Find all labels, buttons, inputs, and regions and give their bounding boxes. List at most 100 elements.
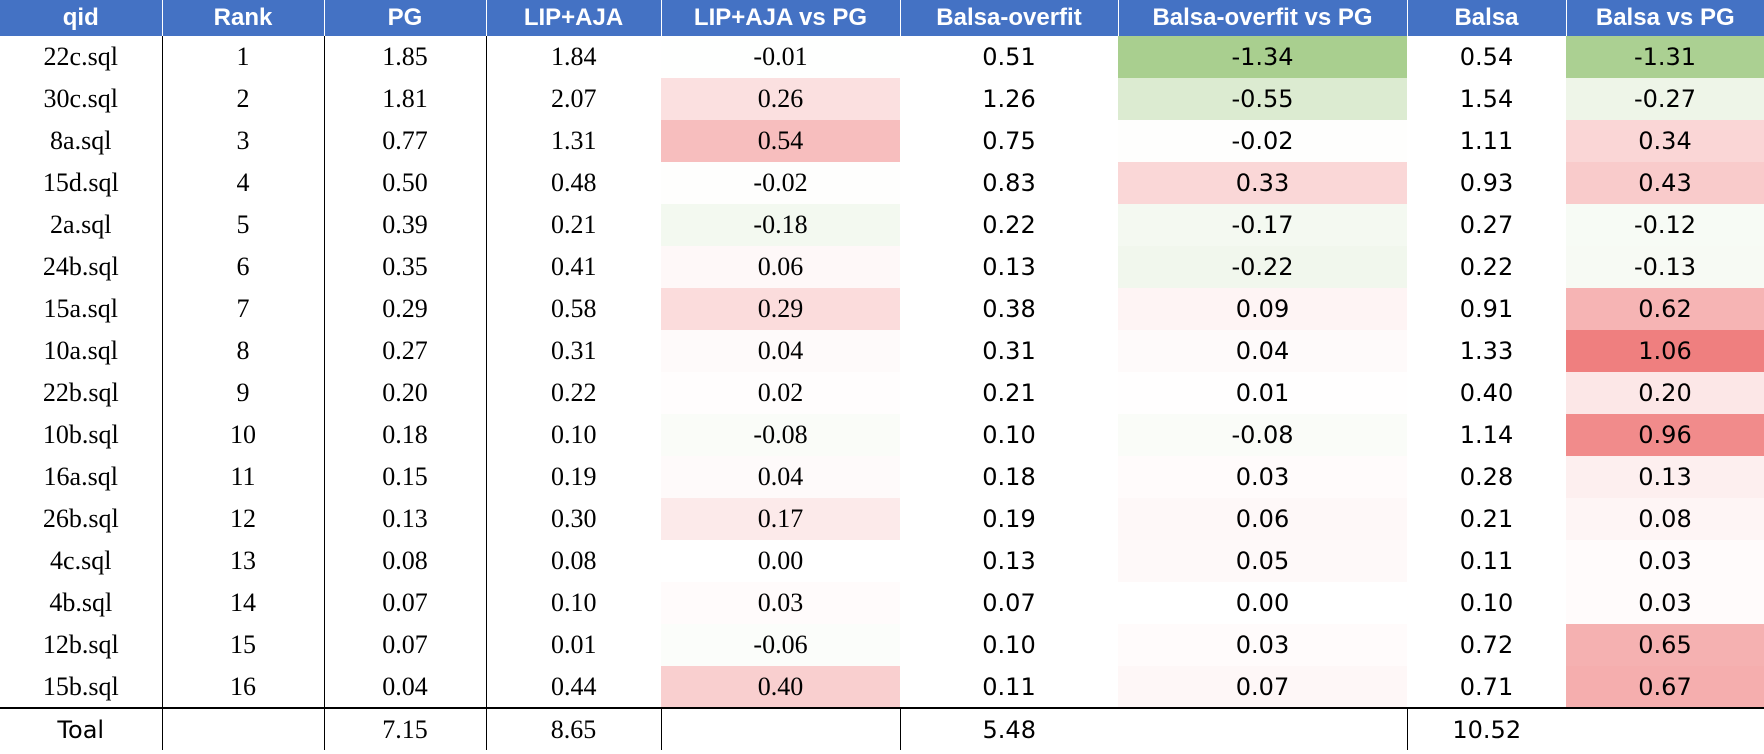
- qid-cell[interactable]: 16a.sql: [43, 462, 118, 491]
- lip-aja-vs-pg-cell[interactable]: 0.04: [661, 330, 900, 372]
- rank-cell[interactable]: 4: [161, 162, 324, 204]
- balsa-overfit-vs-pg-cell[interactable]: 0.05: [1118, 540, 1407, 582]
- lip-aja-cell[interactable]: 0.41: [485, 246, 661, 288]
- balsa-overfit-vs-pg-cell[interactable]: -0.02: [1118, 120, 1407, 162]
- rank-cell[interactable]: 5: [161, 204, 324, 246]
- balsa-overfit-cell[interactable]: 0.10: [982, 421, 1036, 449]
- col-header-balsa[interactable]: Balsa: [1406, 0, 1566, 36]
- total-balsa-overfit-cell[interactable]: 5.48: [899, 707, 1118, 750]
- balsa-cell[interactable]: 0.21: [1459, 505, 1514, 533]
- balsa-cell[interactable]: 0.11: [1459, 547, 1514, 575]
- rank-cell[interactable]: 6: [161, 246, 324, 288]
- balsa-cell[interactable]: 0.71: [1459, 672, 1514, 701]
- total-lip-aja-cell[interactable]: 8.65: [485, 707, 661, 750]
- qid-cell[interactable]: 12b.sql: [42, 630, 119, 659]
- qid-cell[interactable]: 2a.sql: [50, 210, 112, 239]
- balsa-vs-pg-cell[interactable]: 0.96: [1566, 414, 1764, 456]
- pg-cell[interactable]: 1.85: [323, 36, 486, 78]
- balsa-overfit-cell[interactable]: 0.19: [982, 505, 1036, 533]
- balsa-overfit-vs-pg-cell[interactable]: 0.04: [1118, 330, 1407, 372]
- balsa-overfit-vs-pg-cell[interactable]: 0.06: [1118, 498, 1407, 540]
- col-header-rank[interactable]: Rank: [161, 0, 324, 36]
- pg-cell[interactable]: 0.07: [323, 624, 486, 666]
- lip-aja-cell[interactable]: 0.08: [485, 540, 661, 582]
- balsa-overfit-vs-pg-cell[interactable]: 0.09: [1118, 288, 1407, 330]
- total-balsa-overfit-vs-pg-cell[interactable]: [1118, 707, 1407, 750]
- lip-aja-vs-pg-cell[interactable]: -0.08: [661, 414, 900, 456]
- rank-cell[interactable]: 10: [161, 414, 324, 456]
- pg-cell[interactable]: 0.20: [323, 372, 486, 414]
- balsa-overfit-cell[interactable]: 0.75: [982, 127, 1036, 155]
- lip-aja-cell[interactable]: 0.22: [485, 372, 661, 414]
- qid-cell[interactable]: 24b.sql: [42, 252, 119, 281]
- balsa-cell[interactable]: 0.72: [1459, 631, 1514, 659]
- balsa-overfit-cell[interactable]: 0.21: [982, 379, 1036, 407]
- balsa-overfit-cell[interactable]: 0.07: [982, 589, 1036, 617]
- balsa-cell[interactable]: 0.93: [1459, 169, 1514, 197]
- balsa-overfit-vs-pg-cell[interactable]: 0.01: [1118, 372, 1407, 414]
- lip-aja-cell[interactable]: 0.10: [485, 414, 661, 456]
- balsa-overfit-vs-pg-cell[interactable]: -0.55: [1118, 78, 1407, 120]
- balsa-cell[interactable]: 0.91: [1459, 295, 1514, 323]
- balsa-vs-pg-cell[interactable]: 1.06: [1566, 330, 1764, 372]
- lip-aja-vs-pg-cell[interactable]: 0.03: [661, 582, 900, 624]
- qid-cell[interactable]: 26b.sql: [42, 504, 119, 533]
- balsa-overfit-cell[interactable]: 1.26: [982, 85, 1036, 113]
- balsa-overfit-cell[interactable]: 0.11: [982, 672, 1036, 701]
- pg-cell[interactable]: 0.13: [323, 498, 486, 540]
- balsa-cell[interactable]: 0.27: [1459, 211, 1514, 239]
- balsa-cell[interactable]: 1.33: [1459, 337, 1514, 365]
- balsa-vs-pg-cell[interactable]: 0.43: [1566, 162, 1764, 204]
- balsa-cell[interactable]: 1.14: [1459, 421, 1514, 449]
- col-header-pg[interactable]: PG: [323, 0, 486, 36]
- balsa-vs-pg-cell[interactable]: 0.67: [1566, 666, 1764, 708]
- lip-aja-vs-pg-cell[interactable]: 0.02: [661, 372, 900, 414]
- total-rank-cell[interactable]: [161, 707, 324, 750]
- balsa-vs-pg-cell[interactable]: 0.03: [1566, 582, 1764, 624]
- col-header-balsa-vs-pg[interactable]: Balsa vs PG: [1565, 0, 1764, 36]
- pg-cell[interactable]: 0.39: [323, 204, 486, 246]
- total-balsa-cell[interactable]: 10.52: [1406, 707, 1566, 750]
- col-header-qid[interactable]: qid: [0, 0, 162, 36]
- lip-aja-cell[interactable]: 0.58: [485, 288, 661, 330]
- balsa-vs-pg-cell[interactable]: -0.27: [1566, 78, 1764, 120]
- total-balsa-vs-pg-cell[interactable]: [1566, 707, 1764, 750]
- balsa-overfit-cell[interactable]: 0.51: [982, 43, 1036, 71]
- balsa-vs-pg-cell[interactable]: 0.34: [1566, 120, 1764, 162]
- balsa-vs-pg-cell[interactable]: -1.31: [1566, 36, 1764, 78]
- lip-aja-cell[interactable]: 1.31: [485, 120, 661, 162]
- balsa-cell[interactable]: 0.40: [1459, 379, 1514, 407]
- qid-cell[interactable]: 4b.sql: [49, 588, 113, 617]
- balsa-overfit-cell[interactable]: 0.31: [982, 337, 1036, 365]
- lip-aja-cell[interactable]: 0.30: [485, 498, 661, 540]
- pg-cell[interactable]: 0.04: [323, 666, 486, 708]
- pg-cell[interactable]: 0.08: [323, 540, 486, 582]
- rank-cell[interactable]: 15: [161, 624, 324, 666]
- pg-cell[interactable]: 0.15: [323, 456, 486, 498]
- balsa-overfit-vs-pg-cell[interactable]: -0.17: [1118, 204, 1407, 246]
- rank-cell[interactable]: 11: [161, 456, 324, 498]
- rank-cell[interactable]: 1: [161, 36, 324, 78]
- rank-cell[interactable]: 7: [161, 288, 324, 330]
- rank-cell[interactable]: 8: [161, 330, 324, 372]
- lip-aja-cell[interactable]: 0.01: [485, 624, 661, 666]
- qid-cell[interactable]: 8a.sql: [50, 126, 112, 155]
- lip-aja-cell[interactable]: 0.44: [485, 666, 661, 708]
- lip-aja-vs-pg-cell[interactable]: -0.06: [661, 624, 900, 666]
- rank-cell[interactable]: 14: [161, 582, 324, 624]
- qid-cell[interactable]: 10b.sql: [42, 420, 119, 449]
- rank-cell[interactable]: 16: [161, 666, 324, 708]
- lip-aja-vs-pg-cell[interactable]: 0.29: [661, 288, 900, 330]
- lip-aja-cell[interactable]: 2.07: [485, 78, 661, 120]
- lip-aja-vs-pg-cell[interactable]: 0.06: [661, 246, 900, 288]
- qid-cell[interactable]: 4c.sql: [50, 546, 112, 575]
- lip-aja-cell[interactable]: 0.19: [485, 456, 661, 498]
- balsa-overfit-cell[interactable]: 0.13: [982, 547, 1036, 575]
- balsa-overfit-vs-pg-cell[interactable]: 0.07: [1118, 666, 1407, 708]
- pg-cell[interactable]: 0.27: [323, 330, 486, 372]
- rank-cell[interactable]: 2: [161, 78, 324, 120]
- total-pg-cell[interactable]: 7.15: [323, 707, 486, 750]
- pg-cell[interactable]: 1.81: [323, 78, 486, 120]
- balsa-vs-pg-cell[interactable]: -0.13: [1566, 246, 1764, 288]
- balsa-overfit-vs-pg-cell[interactable]: 0.03: [1118, 456, 1407, 498]
